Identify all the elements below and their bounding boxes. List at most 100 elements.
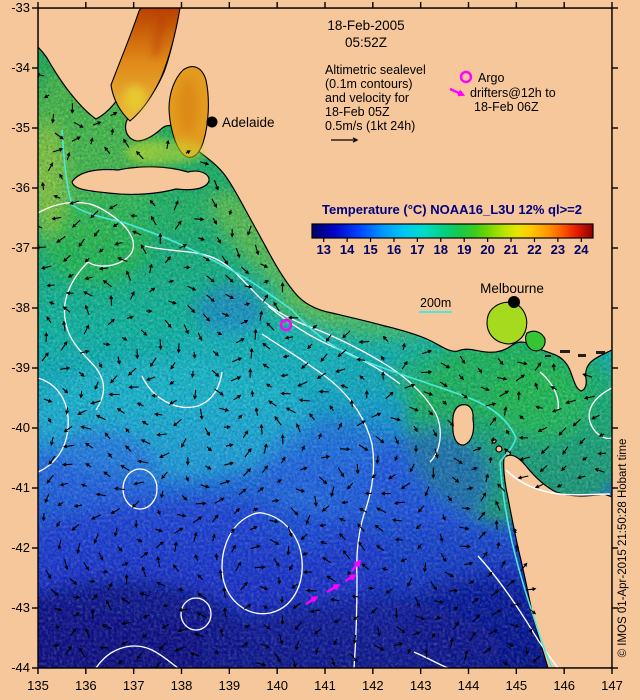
contour-line — [141, 371, 223, 408]
contour-line — [221, 512, 303, 615]
argo-legend: Argo drifters@12h to 18-Feb 06Z — [449, 70, 556, 114]
contour-line — [588, 387, 612, 440]
annotation-block: Altimetric sealevel (0.1m contours) and … — [325, 63, 426, 143]
hunter-island — [495, 445, 503, 453]
y-tick-label: -43 — [11, 600, 30, 615]
colorbar-tick-label: 14 — [340, 242, 355, 257]
drifter-arrow — [326, 583, 341, 594]
drifter-arrow — [305, 596, 319, 606]
coast-dark-pixels — [545, 350, 605, 357]
x-tick-label: 147 — [601, 678, 623, 693]
contour-loop — [180, 597, 212, 631]
colorbar-tick-label: 24 — [574, 242, 589, 257]
colorbar-tick-label: 23 — [551, 242, 565, 257]
western-port — [525, 330, 546, 352]
x-tick-label: 142 — [362, 678, 384, 693]
drifter-arrow — [351, 559, 361, 572]
adelaide-dot — [206, 116, 218, 128]
velocity-vectors — [38, 72, 607, 668]
argo-legend-icon — [459, 70, 473, 84]
contour-line — [413, 651, 449, 668]
drifters-label-1: drifters@12h to — [470, 86, 556, 100]
observations — [279, 318, 361, 606]
cities: Adelaide Melbourne — [206, 115, 544, 308]
drifter-legend-icon — [449, 87, 466, 97]
annotation-line: (0.1m contours) — [325, 77, 413, 91]
header-block: 18-Feb-2005 05:52Z — [327, 18, 404, 50]
y-tick-label: -38 — [11, 300, 30, 315]
isobath-label: 200m — [420, 296, 451, 310]
x-tick-label: 143 — [410, 678, 432, 693]
x-tick-label: 144 — [458, 678, 480, 693]
contour-line — [144, 245, 441, 463]
x-tick-label: 135 — [27, 678, 49, 693]
contour-line — [95, 645, 179, 668]
map-plot — [38, 8, 612, 668]
x-tick-label: 136 — [75, 678, 97, 693]
drifter-legend-arrow-glyph — [449, 87, 466, 97]
x-tick-label: 137 — [123, 678, 145, 693]
contour-line — [261, 333, 375, 668]
x-tick-label: 141 — [314, 678, 336, 693]
annotation-line: 18-Feb 05Z — [325, 105, 390, 119]
colorbar-gradient — [311, 223, 594, 239]
y-tick-label: -37 — [11, 240, 30, 255]
kangaroo-island — [71, 166, 210, 196]
contour-line — [477, 555, 559, 668]
x-tick-label: 140 — [266, 678, 288, 693]
contour-line — [539, 371, 559, 411]
y-tick-label: -34 — [11, 60, 30, 75]
axes: 135 136 137 138 139 140 141 142 143 144 145 146 147 -… — [11, 0, 623, 693]
y-tick-label: -35 — [11, 120, 30, 135]
colorbar-tick-label: 21 — [504, 242, 518, 257]
colorbar-tick-label: 15 — [363, 242, 377, 257]
y-tick-label: -36 — [11, 180, 30, 195]
y-tick-label: -42 — [11, 540, 30, 555]
adelaide-label: Adelaide — [222, 115, 275, 130]
drifter-arrows — [305, 559, 361, 606]
argo-label: Argo — [478, 71, 504, 85]
colorbar-ticks: 13 14 15 16 17 18 19 20 21 22 23 24 — [316, 238, 589, 257]
argo-float-marker — [279, 318, 293, 332]
colorbar-tick-label: 20 — [480, 242, 494, 257]
x-tick-label: 138 — [171, 678, 193, 693]
colorbar-title: Temperature (°C) NOAA16_L3U 12% ql>=2 — [322, 202, 582, 217]
tasmania-north-fringe — [505, 469, 611, 496]
colorbar-tick-label: 19 — [457, 242, 471, 257]
annotation-line: and velocity for — [325, 91, 409, 105]
x-tick-label: 145 — [505, 678, 527, 693]
colorbar-tick-label: 22 — [527, 242, 541, 257]
isobath-legend: 200m — [419, 296, 452, 313]
melbourne-label: Melbourne — [480, 281, 544, 296]
king-island — [452, 404, 475, 446]
colorbar-tick-label: 16 — [387, 242, 401, 257]
annotation-line: Altimetric sealevel — [325, 63, 426, 77]
sealevel-contours — [38, 201, 612, 668]
colorbar-tick-label: 18 — [434, 242, 448, 257]
y-tick-label: -44 — [11, 660, 30, 675]
velocity-vector-field — [38, 72, 607, 668]
contour-line — [38, 201, 134, 411]
melbourne-dot — [508, 296, 520, 308]
annotation-line: 0.5m/s (1kt 24h) — [325, 119, 415, 133]
x-tick-label: 139 — [218, 678, 240, 693]
scale-arrow-glyph — [331, 137, 359, 143]
gulf-detail — [124, 15, 205, 164]
y-tick-label: -39 — [11, 360, 30, 375]
time-label: 05:52Z — [345, 35, 387, 50]
copyright-watermark: © IMOS 01-Apr-2015 21:50:28 Hobart time — [617, 439, 629, 658]
colorbar-tick-label: 13 — [316, 242, 330, 257]
colorbar: Temperature (°C) NOAA16_L3U 12% ql>=2 13… — [311, 202, 594, 257]
colorbar-tick-label: 17 — [410, 242, 424, 257]
isobath-200m-line — [61, 129, 553, 668]
y-tick-label: -40 — [11, 420, 30, 435]
drifters-label-2: 18-Feb 06Z — [474, 100, 539, 114]
port-phillip-bay — [486, 301, 528, 345]
date-label: 18-Feb-2005 — [327, 18, 404, 33]
y-tick-label: -33 — [11, 0, 30, 15]
x-tick-label: 146 — [553, 678, 575, 693]
y-tick-label: -41 — [11, 480, 30, 495]
drifter-arrow — [344, 574, 357, 583]
velocity-scale-arrow — [331, 137, 359, 143]
